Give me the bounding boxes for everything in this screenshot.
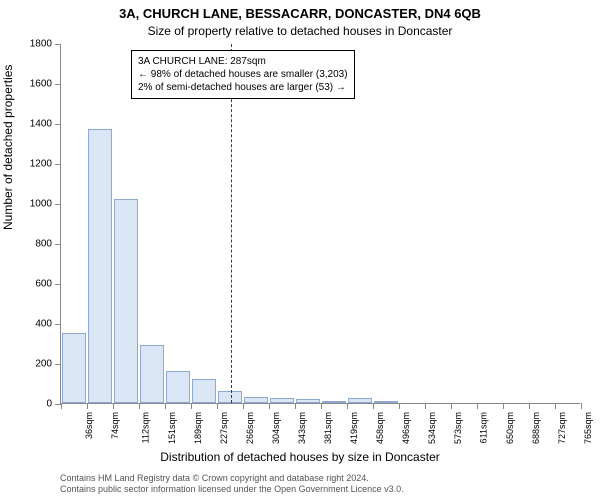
y-tick-label: 1000 bbox=[16, 199, 52, 210]
x-tick bbox=[61, 403, 62, 409]
x-tick bbox=[503, 403, 504, 409]
attribution-line2: Contains public sector information licen… bbox=[60, 484, 404, 496]
x-tick bbox=[87, 403, 88, 409]
x-tick-label: 304sqm bbox=[271, 412, 281, 444]
x-tick bbox=[347, 403, 348, 409]
y-tick-label: 1200 bbox=[16, 159, 52, 170]
x-tick-label: 419sqm bbox=[349, 412, 359, 444]
y-tick-label: 400 bbox=[16, 319, 52, 330]
histogram-bar bbox=[192, 379, 217, 403]
histogram-bar bbox=[296, 399, 321, 403]
x-tick-label: 765sqm bbox=[583, 412, 593, 444]
y-tick bbox=[55, 204, 61, 205]
histogram-bar bbox=[270, 398, 295, 403]
x-tick-label: 381sqm bbox=[323, 412, 333, 444]
x-tick bbox=[191, 403, 192, 409]
y-axis-label: Number of detached properties bbox=[1, 65, 15, 230]
x-tick-label: 573sqm bbox=[453, 412, 463, 444]
y-tick bbox=[55, 164, 61, 165]
x-tick bbox=[321, 403, 322, 409]
x-tick-label: 534sqm bbox=[427, 412, 437, 444]
x-tick-label: 688sqm bbox=[531, 412, 541, 444]
y-tick-label: 1600 bbox=[16, 79, 52, 90]
y-tick bbox=[55, 44, 61, 45]
x-tick-label: 458sqm bbox=[375, 412, 385, 444]
x-tick bbox=[451, 403, 452, 409]
y-tick-label: 1400 bbox=[16, 119, 52, 130]
chart-container: 3A, CHURCH LANE, BESSACARR, DONCASTER, D… bbox=[0, 0, 600, 500]
x-tick bbox=[243, 403, 244, 409]
y-tick-label: 800 bbox=[16, 239, 52, 250]
y-tick bbox=[55, 244, 61, 245]
x-tick bbox=[217, 403, 218, 409]
x-axis-label: Distribution of detached houses by size … bbox=[0, 450, 600, 464]
x-tick-label: 266sqm bbox=[245, 412, 255, 444]
x-tick-label: 496sqm bbox=[401, 412, 411, 444]
plot-area: 3A CHURCH LANE: 287sqm ← 98% of detached… bbox=[60, 44, 580, 404]
x-tick-label: 36sqm bbox=[84, 412, 94, 439]
x-tick-label: 189sqm bbox=[193, 412, 203, 444]
histogram-bar bbox=[140, 345, 165, 403]
y-tick-label: 600 bbox=[16, 279, 52, 290]
attribution-line1: Contains HM Land Registry data © Crown c… bbox=[60, 473, 404, 485]
x-tick bbox=[139, 403, 140, 409]
annotation-box: 3A CHURCH LANE: 287sqm ← 98% of detached… bbox=[131, 50, 355, 99]
annotation-line1: 3A CHURCH LANE: 287sqm bbox=[138, 55, 348, 68]
y-tick bbox=[55, 324, 61, 325]
y-tick-label: 200 bbox=[16, 359, 52, 370]
x-tick bbox=[477, 403, 478, 409]
y-tick-label: 0 bbox=[16, 399, 52, 410]
x-tick-label: 112sqm bbox=[140, 412, 150, 443]
histogram-bar bbox=[62, 333, 87, 403]
y-tick-label: 1800 bbox=[16, 39, 52, 50]
histogram-bar bbox=[322, 401, 347, 403]
x-tick-label: 151sqm bbox=[167, 412, 177, 444]
x-tick bbox=[529, 403, 530, 409]
attribution-text: Contains HM Land Registry data © Crown c… bbox=[60, 473, 404, 496]
x-tick-label: 611sqm bbox=[478, 412, 488, 443]
x-tick-label: 343sqm bbox=[297, 412, 307, 444]
histogram-bar bbox=[348, 398, 373, 403]
x-tick-label: 74sqm bbox=[110, 412, 120, 439]
histogram-bar bbox=[114, 199, 139, 403]
histogram-bar bbox=[374, 401, 399, 403]
x-tick bbox=[269, 403, 270, 409]
annotation-line2: ← 98% of detached houses are smaller (3,… bbox=[138, 68, 348, 81]
chart-title-sub: Size of property relative to detached ho… bbox=[0, 24, 600, 38]
histogram-bar bbox=[88, 129, 113, 403]
histogram-bar bbox=[166, 371, 191, 403]
x-tick-label: 227sqm bbox=[219, 412, 229, 444]
y-tick bbox=[55, 284, 61, 285]
y-tick bbox=[55, 84, 61, 85]
x-tick bbox=[295, 403, 296, 409]
histogram-bar bbox=[244, 397, 269, 403]
annotation-line3: 2% of semi-detached houses are larger (5… bbox=[138, 81, 348, 94]
x-tick bbox=[373, 403, 374, 409]
x-tick bbox=[399, 403, 400, 409]
x-tick bbox=[165, 403, 166, 409]
x-tick bbox=[113, 403, 114, 409]
x-tick bbox=[555, 403, 556, 409]
y-tick bbox=[55, 124, 61, 125]
x-tick-label: 650sqm bbox=[505, 412, 515, 444]
x-tick bbox=[425, 403, 426, 409]
chart-title-main: 3A, CHURCH LANE, BESSACARR, DONCASTER, D… bbox=[0, 6, 600, 21]
x-tick bbox=[581, 403, 582, 409]
x-tick-label: 727sqm bbox=[557, 412, 567, 444]
y-tick bbox=[55, 364, 61, 365]
